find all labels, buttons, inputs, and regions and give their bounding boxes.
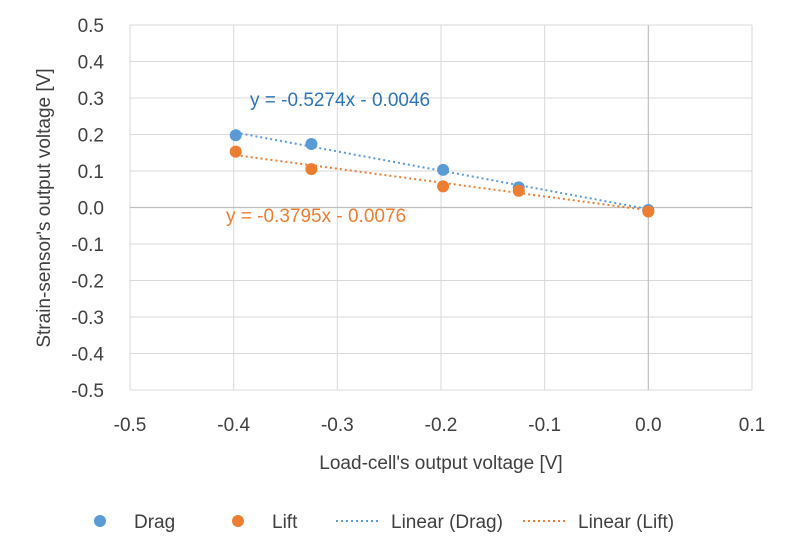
- y-tick-label: -0.5: [71, 381, 104, 402]
- y-axis-title: Strain-sensor's output voltage [V]: [34, 68, 55, 347]
- y-tick-label: 0.3: [78, 89, 104, 110]
- data-points: [229, 129, 655, 218]
- x-tick-label: 0.1: [739, 415, 765, 436]
- tick-labels: -0.5 -0.4 -0.3 -0.2 -0.1 0.0 0.1 0.2 0.3 0.4 0.5 -0…: [71, 16, 765, 436]
- data-point-drag: [229, 129, 242, 142]
- y-tick-label: 0.4: [78, 53, 105, 74]
- trendline-equation-drag: y = -0.5274x - 0.0046: [250, 90, 430, 111]
- y-tick-label: 0.1: [78, 162, 104, 183]
- data-point-lift: [437, 180, 450, 193]
- legend-item-linear-lift: Linear (Lift): [523, 512, 674, 533]
- data-point-drag: [437, 163, 450, 176]
- x-tick-label: -0.1: [528, 415, 561, 436]
- legend-marker: [94, 515, 106, 527]
- data-point-lift: [642, 205, 655, 218]
- x-tick-label: -0.3: [321, 415, 354, 436]
- legend-label: Linear (Drag): [391, 512, 503, 533]
- y-tick-label: 0.5: [78, 16, 104, 37]
- legend-label: Lift: [272, 512, 298, 533]
- y-tick-label: -0.1: [71, 235, 104, 256]
- legend-marker: [232, 515, 244, 527]
- x-tick-label: 0.0: [635, 415, 661, 436]
- trendline-equation-lift: y = -0.3795x - 0.0076: [226, 206, 406, 227]
- y-tick-label: -0.2: [71, 272, 104, 293]
- x-tick-label: -0.4: [217, 415, 250, 436]
- legend-item-drag: Drag: [94, 512, 175, 533]
- data-point-lift: [512, 184, 525, 197]
- y-tick-label: -0.3: [71, 308, 104, 329]
- data-point-drag: [305, 137, 318, 150]
- y-tick-label: 0.0: [78, 199, 104, 220]
- trendline-equations: y = -0.5274x - 0.0046 y = -0.3795x - 0.00…: [226, 90, 430, 227]
- x-tick-label: -0.2: [425, 415, 458, 436]
- data-point-lift: [229, 145, 242, 158]
- data-point-lift: [305, 163, 318, 176]
- legend: Drag Lift Linear (Drag) Linear (Lift): [94, 512, 674, 533]
- legend-item-linear-drag: Linear (Drag): [336, 512, 503, 533]
- legend-label: Drag: [134, 512, 175, 533]
- trendlines: [235, 131, 649, 212]
- trendline-lift: [235, 154, 649, 212]
- legend-item-lift: Lift: [232, 512, 298, 533]
- x-tick-label: -0.5: [114, 415, 147, 436]
- y-tick-label: 0.2: [78, 126, 104, 147]
- y-tick-label: -0.4: [71, 345, 104, 366]
- legend-label: Linear (Lift): [578, 512, 674, 533]
- x-axis-title: Load-cell's output voltage [V]: [319, 453, 562, 474]
